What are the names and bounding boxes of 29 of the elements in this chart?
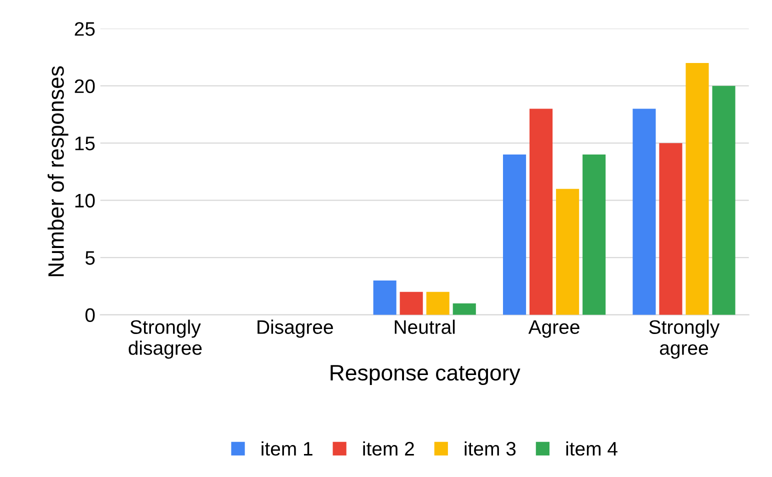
x-tick-label: Neutral xyxy=(394,320,455,334)
legend-label: item 1 xyxy=(262,441,312,456)
bar xyxy=(530,108,553,315)
x-tick-label: Strongly disagree xyxy=(128,320,202,359)
bar xyxy=(632,108,656,315)
bar xyxy=(686,62,709,315)
bar xyxy=(502,154,526,315)
legend-label: item 3 xyxy=(464,441,516,456)
y-tick-label: 0 xyxy=(85,308,95,322)
x-tick-label: Disagree xyxy=(258,320,333,338)
bar xyxy=(556,188,580,315)
x-tick-label: Strongly agree xyxy=(649,320,720,359)
y-tick-label: 5 xyxy=(85,251,95,265)
y-tick-label: 25 xyxy=(74,22,95,36)
x-tick-label: Agree xyxy=(528,320,580,338)
bar xyxy=(400,292,423,315)
x-axis-title: Response category xyxy=(330,365,520,386)
y-tick-label: 15 xyxy=(75,136,95,150)
legend-label: item 2 xyxy=(363,441,414,456)
bar xyxy=(659,143,682,315)
y-axis-title: Number of responses xyxy=(48,66,68,276)
bar xyxy=(452,303,476,315)
bar xyxy=(373,280,396,315)
legend-label: item 4 xyxy=(566,441,618,456)
y-tick-label: 20 xyxy=(74,79,95,94)
bar xyxy=(582,154,606,315)
bar xyxy=(712,86,736,315)
y-tick-label: 10 xyxy=(75,194,95,208)
bar xyxy=(426,292,450,315)
